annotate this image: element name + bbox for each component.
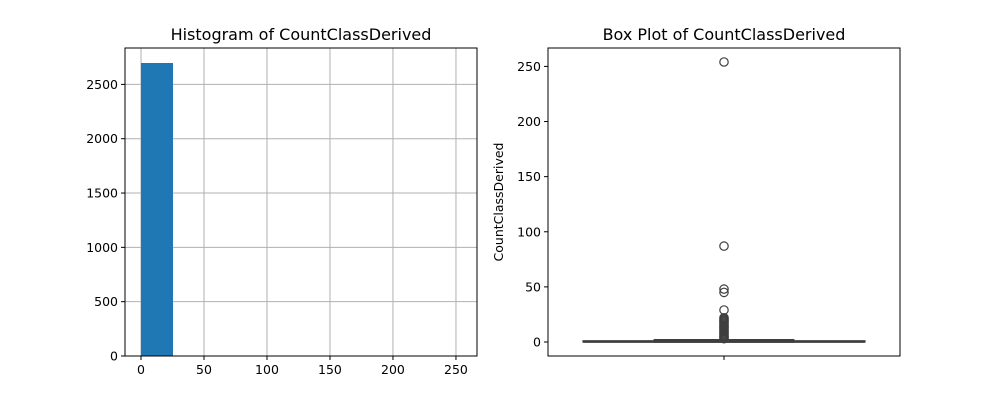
boxplot-frame [547,47,901,357]
boxplot-y-tick-label: 50 [525,279,541,294]
histogram-y-tick-label: 2500 [86,77,118,92]
histogram-y-tick-label: 0 [110,349,118,364]
boxplot-y-axis-label: CountClassDerived [491,143,506,262]
histogram-grid [125,48,477,357]
histogram-y-tick-label: 500 [94,294,118,309]
boxplot-outlier-point [719,312,729,323]
histogram-y-tick-label: 2000 [86,131,118,146]
boxplot-y-tick-label: 0 [533,335,541,350]
boxplot-y-tick-label: 150 [517,169,541,184]
histogram-y-tick-label: 1500 [86,186,118,201]
histogram-x-tick-label: 200 [381,362,405,377]
histogram-y-tick-label: 1000 [86,240,118,255]
histogram-x-ticks: 0 50 100 150 200 250 [137,356,468,377]
boxplot-y-ticks: 0 50 100 150 200 250 [517,59,548,350]
histogram-x-tick-label: 250 [444,362,468,377]
boxplot-outlier-point [719,241,729,251]
histogram-title: Histogram of CountClassDerived [171,25,432,44]
boxplot-outlier-point [719,305,729,315]
boxplot-title: Box Plot of CountClassDerived [603,25,846,44]
histogram-x-tick-label: 50 [196,362,212,377]
boxplot-y-tick-label: 250 [517,59,541,74]
histogram-y-ticks: 0 500 1000 1500 2000 2500 [86,77,125,364]
histogram-x-tick-label: 150 [318,362,342,377]
histogram-x-tick-label: 0 [137,362,145,377]
boxplot-outlier-point [719,287,729,298]
boxplot-elements [582,57,866,344]
histogram-bars [141,62,461,357]
histogram-frame [124,47,478,357]
histogram-x-tick-label: 100 [255,362,279,377]
boxplot-y-tick-label: 200 [517,114,541,129]
boxplot-outlier-point [719,284,729,294]
boxplot-outlier-point [719,57,729,67]
boxplot-y-tick-label: 100 [517,224,541,239]
boxplot-panel: 0 50 100 150 200 250 Box Plot of CountClassDe… [491,25,901,360]
histogram-panel: 0 50 100 150 200 250 0 500 1000 1500 2000 2500 His… [86,25,478,377]
histogram-bar [141,62,173,357]
